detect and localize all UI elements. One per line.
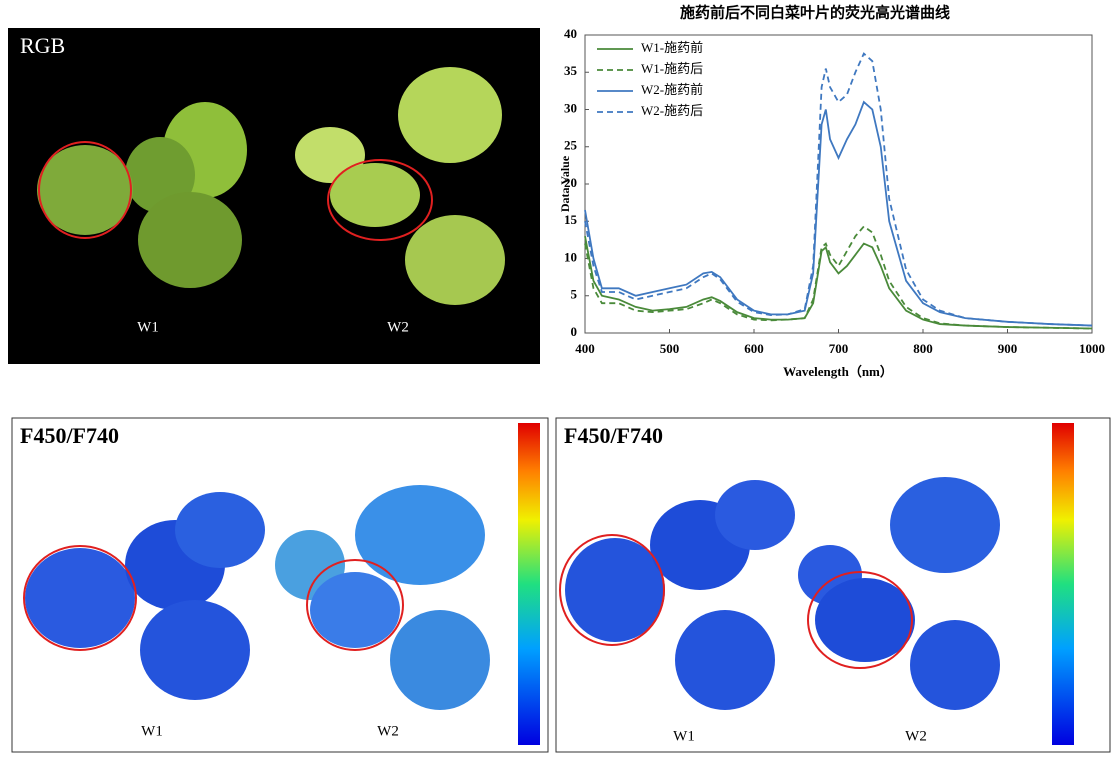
legend-label: W1-施药后 (641, 61, 703, 76)
y-axis-label: Data Value (558, 155, 572, 212)
legend-label: W2-施药前 (641, 82, 703, 97)
sample-label: W2 (387, 319, 409, 335)
panel-label: F450/F740 (564, 423, 663, 448)
sample-label: W1 (137, 319, 159, 335)
panel-label: F450/F740 (20, 423, 119, 448)
x-tick-label: 800 (913, 341, 933, 356)
y-tick-label: 0 (571, 324, 578, 339)
series-line (584, 52, 1093, 327)
y-tick-label: 20 (564, 175, 577, 190)
x-tick-label: 500 (660, 341, 680, 356)
y-tick-label: 25 (564, 138, 578, 153)
series-line (584, 235, 1093, 330)
x-tick-label: 700 (829, 341, 849, 356)
series-line (584, 225, 1093, 330)
sample-label: W2 (905, 728, 927, 744)
x-tick-label: 600 (744, 341, 764, 356)
rgb-panel: RGB W1 W2 (8, 28, 540, 364)
x-tick-label: 1000 (1079, 341, 1105, 356)
fluor-panel: F450/F740 W1 W2 (555, 417, 1111, 753)
y-tick-label: 40 (564, 26, 577, 41)
sample-label: W2 (377, 723, 399, 739)
legend-label: W2-施药后 (641, 103, 703, 118)
x-axis-label: Wavelength（nm） (783, 364, 893, 379)
y-tick-label: 15 (564, 212, 578, 227)
sample-label: W1 (141, 723, 163, 739)
panel-label: RGB (20, 33, 65, 58)
plot-frame (584, 34, 1093, 334)
y-tick-label: 35 (564, 63, 578, 78)
y-tick-label: 5 (571, 287, 578, 302)
y-tick-label: 30 (564, 100, 577, 115)
legend-label: W1-施药前 (641, 40, 703, 55)
x-tick-label: 400 (575, 341, 595, 356)
y-tick-label: 10 (564, 249, 577, 264)
fluor-panel: F450/F740 W1 W2 (11, 417, 549, 753)
sample-label: W1 (673, 728, 695, 744)
x-tick-label: 900 (998, 341, 1018, 356)
chart-title: 施药前后不同白菜叶片的荧光高光谱曲线 (680, 3, 950, 21)
series-line (584, 100, 1093, 327)
